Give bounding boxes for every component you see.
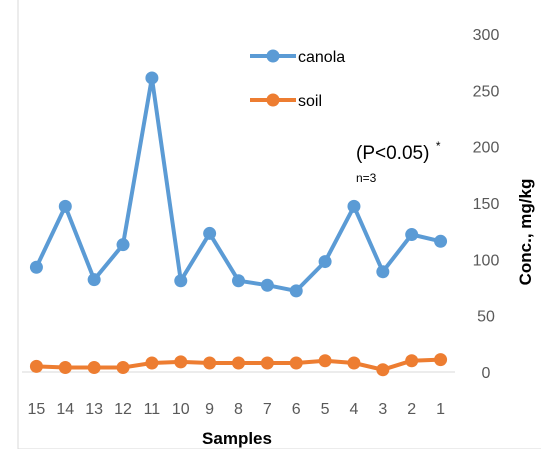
series-line-canola bbox=[34, 75, 442, 293]
legend-label-soil: soil bbox=[298, 93, 322, 110]
x-tick-label-10: 10 bbox=[172, 401, 190, 418]
x-tick-label-15: 15 bbox=[28, 401, 46, 418]
legend-marker-soil bbox=[266, 93, 280, 107]
x-tick-label-5: 5 bbox=[321, 401, 330, 418]
x-tick-label-6: 6 bbox=[292, 401, 301, 418]
x-tick-label-3: 3 bbox=[378, 401, 387, 418]
pvalue-mark: * bbox=[436, 139, 441, 153]
y-tick-label-300: 300 bbox=[473, 27, 500, 44]
data-point-canola-15 bbox=[29, 260, 43, 274]
data-point-canola-4 bbox=[347, 199, 361, 213]
y-tick-label-50: 50 bbox=[477, 309, 495, 326]
x-tick-label-9: 9 bbox=[205, 401, 214, 418]
x-tick-label-4: 4 bbox=[350, 401, 359, 418]
data-point-soil-12 bbox=[116, 360, 130, 374]
data-point-canola-13 bbox=[87, 273, 101, 287]
y-tick-label-150: 150 bbox=[473, 196, 500, 213]
data-point-soil-11 bbox=[145, 356, 159, 370]
data-point-soil-7 bbox=[260, 356, 274, 370]
data-point-soil-2 bbox=[405, 354, 419, 368]
legend-marker-canola bbox=[266, 49, 280, 63]
data-point-soil-4 bbox=[347, 356, 361, 370]
data-point-soil-3 bbox=[376, 363, 390, 377]
y-tick-label-250: 250 bbox=[473, 83, 500, 100]
y-tick-label-200: 200 bbox=[473, 140, 500, 157]
pvalue-text: (P<0.05) bbox=[356, 143, 429, 164]
n-annotation: n=3 bbox=[356, 171, 377, 185]
x-tick-label-7: 7 bbox=[263, 401, 272, 418]
x-tick-label-12: 12 bbox=[114, 401, 132, 418]
data-point-canola-3 bbox=[376, 265, 390, 279]
data-point-soil-6 bbox=[289, 356, 303, 370]
data-point-soil-10 bbox=[174, 355, 188, 369]
data-point-soil-13 bbox=[87, 360, 101, 374]
data-point-canola-8 bbox=[232, 274, 245, 288]
legend-label-canola: canola bbox=[298, 49, 345, 66]
y-axis-ticks: 0 50 100 150 200 250 300 bbox=[473, 27, 500, 382]
x-axis-title: Samples bbox=[202, 429, 272, 448]
data-point-canola-7 bbox=[260, 278, 274, 292]
data-point-canola-5 bbox=[318, 255, 332, 269]
x-tick-label-2: 2 bbox=[407, 401, 416, 418]
x-tick-label-11: 11 bbox=[144, 401, 161, 418]
data-point-soil-15 bbox=[29, 359, 43, 373]
data-point-canola-2 bbox=[405, 228, 419, 242]
data-point-soil-8 bbox=[232, 356, 245, 370]
x-axis-ticks: 15 14 13 12 11 10 9 8 7 6 5 4 3 2 1 bbox=[28, 401, 446, 418]
x-tick-label-13: 13 bbox=[85, 401, 103, 418]
data-point-soil-14 bbox=[58, 360, 72, 374]
y-tick-label-100: 100 bbox=[473, 252, 500, 269]
data-point-canola-12 bbox=[116, 238, 130, 252]
y-tick-label-0: 0 bbox=[482, 365, 491, 382]
data-point-canola-1 bbox=[434, 234, 448, 248]
data-point-canola-10 bbox=[174, 274, 188, 288]
data-point-canola-14 bbox=[58, 199, 72, 213]
x-tick-label-14: 14 bbox=[56, 401, 74, 418]
data-point-canola-6 bbox=[289, 284, 303, 298]
x-tick-label-8: 8 bbox=[234, 401, 243, 418]
y-axis-title: Conc., mg/kg bbox=[516, 179, 535, 286]
legend: canola soil bbox=[250, 49, 345, 110]
data-point-soil-5 bbox=[318, 354, 332, 368]
x-tick-label-1: 1 bbox=[436, 401, 445, 418]
pvalue-annotation: (P<0.05) * bbox=[356, 139, 441, 164]
data-point-canola-9 bbox=[203, 226, 217, 240]
data-point-soil-1 bbox=[434, 353, 448, 367]
plot-area bbox=[22, 71, 455, 377]
data-point-canola-11 bbox=[145, 71, 159, 85]
data-point-soil-9 bbox=[203, 356, 217, 370]
